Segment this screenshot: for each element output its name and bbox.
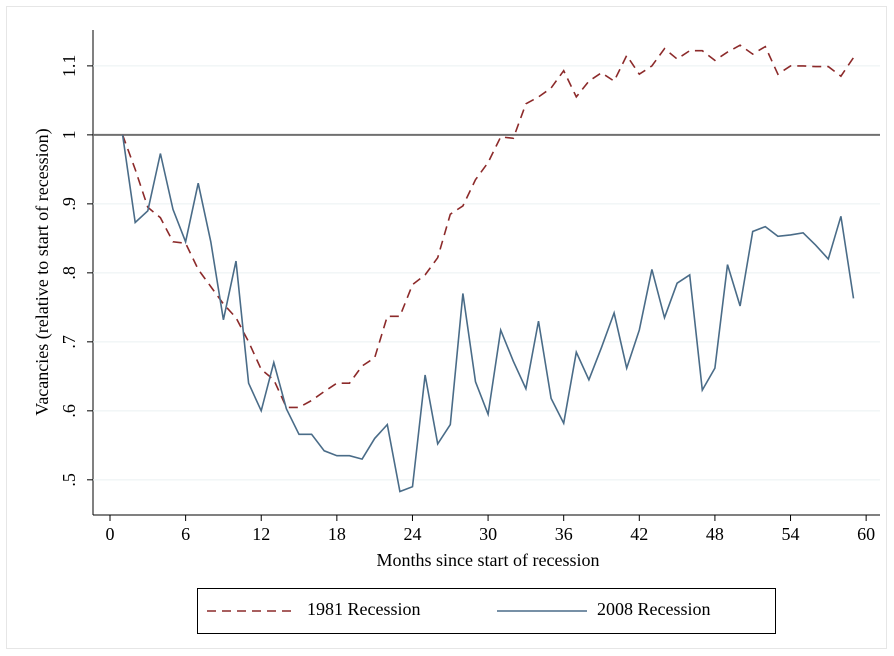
legend-label: 1981 Recession (307, 599, 420, 619)
x-tick-label: 36 (555, 524, 573, 544)
x-tick-label: 42 (630, 524, 648, 544)
x-tick-label: 18 (328, 524, 346, 544)
x-axis-label: Months since start of recession (377, 550, 600, 570)
y-tick-label: .7 (59, 335, 79, 349)
x-tick-label: 48 (706, 524, 724, 544)
y-tick-label: 1.1 (59, 55, 79, 78)
y-tick-label: .9 (59, 197, 79, 211)
y-tick-label: .6 (59, 404, 79, 418)
chart-frame (6, 6, 887, 649)
x-tick-label: 54 (782, 524, 800, 544)
x-tick-label: 24 (403, 524, 421, 544)
y-axis-label: Vacancies (relative to start of recessio… (32, 128, 53, 415)
y-tick-label: .5 (59, 473, 79, 487)
x-tick-label: 0 (106, 524, 115, 544)
x-tick-label: 60 (857, 524, 875, 544)
series-line (121, 134, 855, 493)
legend-label: 2008 Recession (597, 599, 710, 619)
x-tick-label: 12 (252, 524, 270, 544)
x-tick-label: 30 (479, 524, 497, 544)
y-tick-label: 1 (59, 130, 79, 139)
x-tick-label: 6 (181, 524, 190, 544)
series-line (121, 44, 855, 409)
legend (197, 588, 776, 634)
y-tick-label: .8 (59, 266, 79, 280)
